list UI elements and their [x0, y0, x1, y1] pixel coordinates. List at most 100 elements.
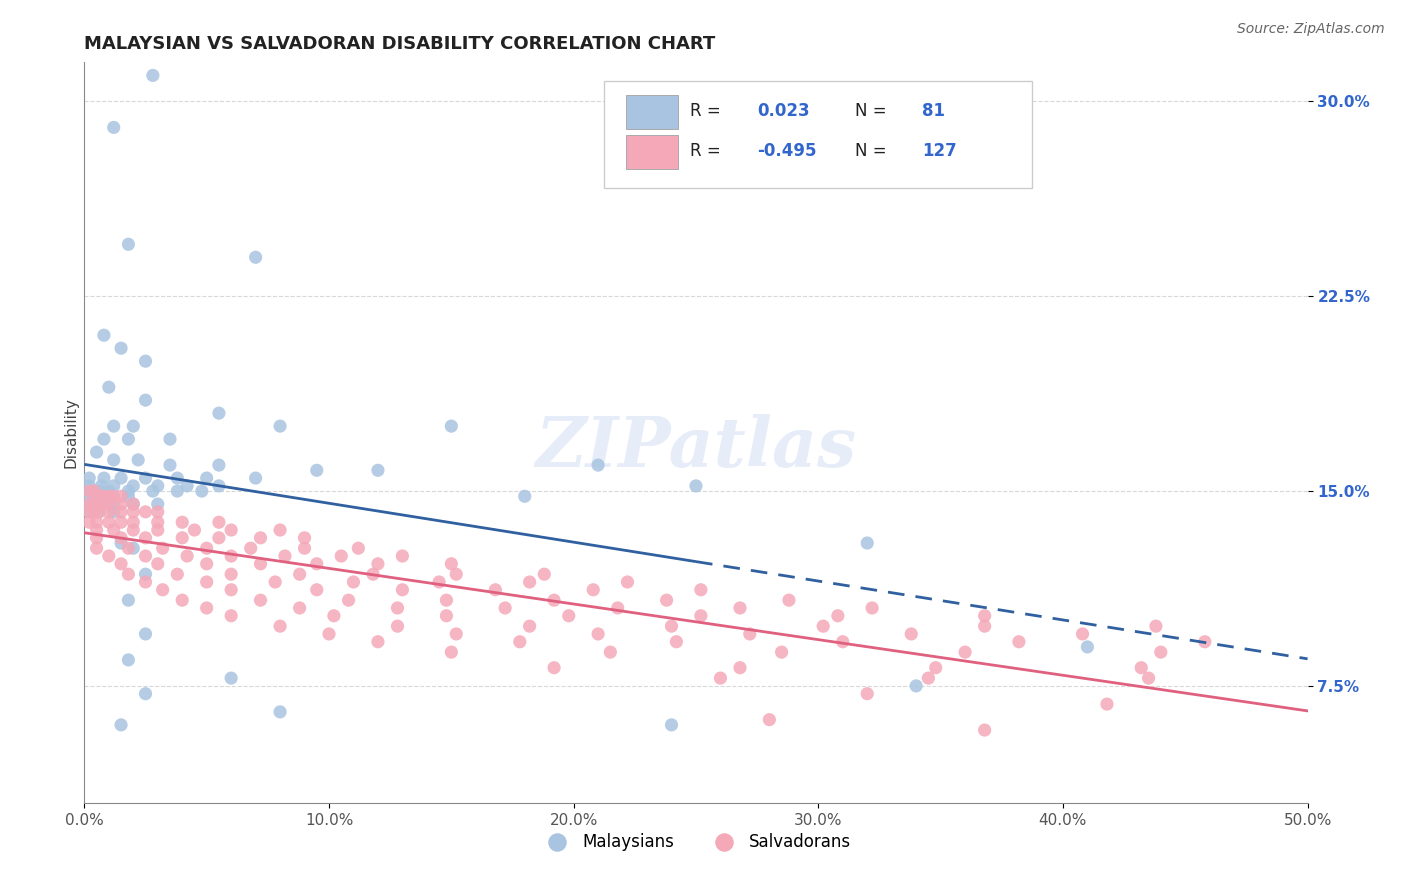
Point	[219, 582, 242, 597]
FancyBboxPatch shape	[626, 135, 678, 169]
Point	[195, 541, 218, 556]
Point	[367, 557, 389, 571]
Point	[135, 471, 157, 485]
Point	[444, 567, 467, 582]
Point	[778, 593, 800, 607]
Point	[586, 458, 609, 472]
Point	[83, 484, 105, 499]
Point	[183, 523, 205, 537]
Point	[387, 601, 409, 615]
Point	[519, 574, 541, 589]
Text: -0.495: -0.495	[758, 143, 817, 161]
Point	[110, 536, 132, 550]
Point	[110, 505, 132, 519]
Point	[305, 582, 328, 597]
Point	[367, 463, 389, 477]
Point	[77, 515, 100, 529]
Point	[135, 393, 157, 408]
Point	[97, 515, 120, 529]
Point	[93, 497, 115, 511]
Point	[77, 479, 100, 493]
Point	[361, 567, 384, 582]
Point	[728, 601, 751, 615]
Point	[1071, 627, 1094, 641]
Point	[166, 484, 188, 499]
Point	[146, 497, 169, 511]
Point	[77, 471, 100, 485]
Text: N =: N =	[855, 143, 891, 161]
Text: MALAYSIAN VS SALVADORAN DISABILITY CORRELATION CHART: MALAYSIAN VS SALVADORAN DISABILITY CORRE…	[84, 35, 716, 53]
Point	[387, 619, 409, 633]
Point	[856, 536, 879, 550]
Point	[195, 574, 218, 589]
Point	[1150, 645, 1173, 659]
Point	[1076, 640, 1098, 654]
Point	[249, 557, 271, 571]
Text: 0.023: 0.023	[758, 102, 810, 120]
Point	[367, 634, 389, 648]
Point	[122, 505, 145, 519]
Point	[127, 453, 149, 467]
Point	[436, 608, 458, 623]
Point	[709, 671, 731, 685]
Point	[436, 593, 458, 607]
Point	[440, 645, 463, 659]
Point	[444, 627, 467, 641]
Text: ZIPatlas: ZIPatlas	[536, 414, 856, 481]
Point	[159, 432, 181, 446]
Point	[86, 445, 108, 459]
Point	[110, 341, 132, 355]
Point	[827, 608, 849, 623]
Point	[342, 574, 364, 589]
Point	[117, 567, 139, 582]
Point	[685, 479, 707, 493]
Text: R =: R =	[690, 102, 725, 120]
Point	[122, 479, 145, 493]
Point	[661, 718, 683, 732]
Point	[77, 505, 100, 519]
Point	[274, 549, 297, 563]
Point	[1137, 671, 1160, 685]
Point	[391, 549, 413, 563]
Point	[117, 484, 139, 499]
Point	[110, 515, 132, 529]
Point	[860, 601, 883, 615]
Point	[166, 567, 188, 582]
Point	[122, 523, 145, 537]
Point	[294, 541, 316, 556]
Point	[97, 380, 120, 394]
Point	[103, 505, 125, 519]
Point	[599, 645, 621, 659]
Point	[440, 557, 463, 571]
Point	[558, 608, 581, 623]
Point	[122, 497, 145, 511]
Point	[152, 541, 174, 556]
Point	[917, 671, 939, 685]
Point	[1008, 634, 1031, 648]
Point	[97, 489, 120, 503]
Point	[208, 515, 231, 529]
Point	[219, 608, 242, 623]
Point	[87, 497, 110, 511]
Point	[110, 557, 132, 571]
Point	[208, 406, 231, 420]
Point	[973, 723, 995, 737]
Point	[103, 523, 125, 537]
Point	[172, 531, 194, 545]
Point	[440, 419, 463, 434]
Point	[176, 479, 198, 493]
Point	[93, 471, 115, 485]
Point	[135, 687, 157, 701]
Point	[305, 463, 328, 477]
Y-axis label: Disability: Disability	[63, 397, 79, 468]
Point	[239, 541, 262, 556]
Point	[77, 497, 100, 511]
Point	[264, 574, 287, 589]
Point	[87, 489, 110, 503]
Point	[87, 497, 110, 511]
Point	[77, 484, 100, 499]
Point	[655, 593, 678, 607]
Legend: Malaysians, Salvadorans: Malaysians, Salvadorans	[534, 826, 858, 857]
Point	[135, 354, 157, 368]
Point	[689, 582, 711, 597]
